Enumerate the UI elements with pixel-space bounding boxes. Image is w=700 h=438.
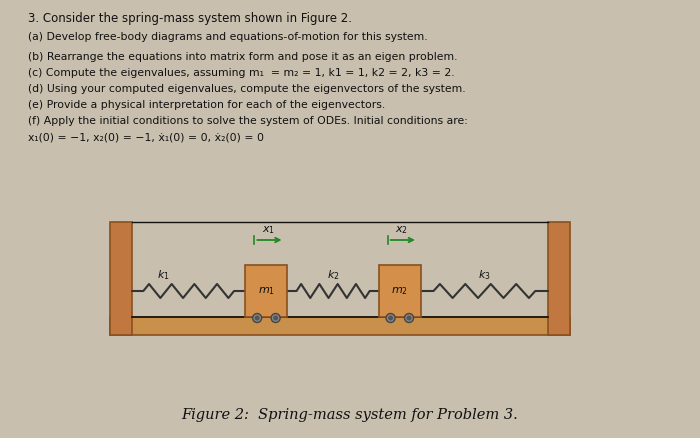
Bar: [246, 265, 288, 317]
Text: $m_2$: $m_2$: [391, 285, 408, 297]
Circle shape: [386, 314, 395, 322]
Circle shape: [274, 316, 277, 320]
Text: $k_3$: $k_3$: [478, 268, 491, 282]
Bar: [548, 222, 570, 335]
Text: Figure 2:  Spring-mass system for Problem 3.: Figure 2: Spring-mass system for Problem…: [181, 408, 519, 422]
Text: $k_1$: $k_1$: [158, 268, 170, 282]
Circle shape: [253, 314, 262, 322]
Text: (a) Develop free-body diagrams and equations-of-motion for this system.: (a) Develop free-body diagrams and equat…: [28, 32, 428, 42]
Text: (f) Apply the initial conditions to solve the system of ODEs. Initial conditions: (f) Apply the initial conditions to solv…: [28, 116, 468, 126]
Bar: [110, 222, 132, 335]
Circle shape: [389, 316, 393, 320]
Bar: [379, 265, 421, 317]
Text: (b) Rearrange the equations into matrix form and pose it as an eigen problem.: (b) Rearrange the equations into matrix …: [28, 52, 458, 62]
Text: (d) Using your computed eigenvalues, compute the eigenvectors of the system.: (d) Using your computed eigenvalues, com…: [28, 84, 466, 94]
Circle shape: [271, 314, 280, 322]
Text: (e) Provide a physical interpretation for each of the eigenvectors.: (e) Provide a physical interpretation fo…: [28, 100, 385, 110]
Circle shape: [405, 314, 414, 322]
Text: 3. Consider the spring-mass system shown in Figure 2.: 3. Consider the spring-mass system shown…: [28, 12, 352, 25]
Text: (c) Compute the eigenvalues, assuming m₁  = m₂ = 1, k1 = 1, k2 = 2, k3 = 2.: (c) Compute the eigenvalues, assuming m₁…: [28, 68, 454, 78]
Text: $m_1$: $m_1$: [258, 285, 275, 297]
Bar: [110, 317, 570, 335]
Circle shape: [256, 316, 259, 320]
Circle shape: [407, 316, 411, 320]
Text: $k_2$: $k_2$: [327, 268, 340, 282]
Text: x₁(0) = −1, x₂(0) = −1, ẋ₁(0) = 0, ẋ₂(0) = 0: x₁(0) = −1, x₂(0) = −1, ẋ₁(0) = 0, ẋ₂(0)…: [28, 133, 264, 143]
Text: $x_2$: $x_2$: [395, 224, 408, 236]
Text: $x_1$: $x_1$: [262, 224, 275, 236]
